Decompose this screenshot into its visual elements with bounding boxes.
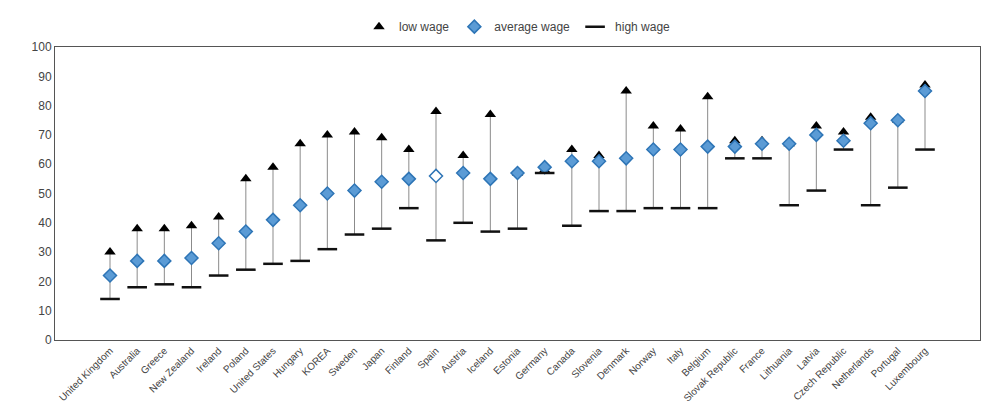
svg-text:0: 0 (45, 333, 52, 347)
svg-text:Denmark: Denmark (595, 344, 632, 381)
svg-text:New Zealand: New Zealand (147, 345, 196, 394)
svg-text:50: 50 (38, 187, 52, 201)
svg-text:Lithuania: Lithuania (758, 345, 795, 382)
svg-text:80: 80 (38, 99, 52, 113)
svg-text:20: 20 (38, 275, 52, 289)
svg-text:30: 30 (38, 245, 52, 259)
svg-text:Poland: Poland (221, 345, 251, 375)
svg-text:Luxembourg: Luxembourg (883, 345, 930, 392)
svg-text:90: 90 (38, 70, 52, 84)
svg-text:Italy: Italy (665, 345, 686, 366)
svg-text:Ireland: Ireland (194, 345, 223, 374)
svg-text:Belgium: Belgium (679, 345, 712, 378)
svg-text:100: 100 (32, 40, 52, 54)
svg-text:low wage: low wage (399, 20, 449, 34)
svg-text:United Kingdom: United Kingdom (57, 345, 115, 403)
svg-text:40: 40 (38, 216, 52, 230)
svg-text:Portugal: Portugal (869, 345, 903, 379)
svg-text:Czech Republic: Czech Republic (791, 345, 848, 402)
svg-text:Australia: Australia (107, 345, 143, 381)
svg-text:Canada: Canada (544, 345, 577, 378)
svg-text:high wage: high wage (615, 20, 670, 34)
svg-text:Iceland: Iceland (465, 345, 496, 376)
svg-text:Germany: Germany (513, 345, 550, 382)
svg-text:Finland: Finland (383, 345, 414, 376)
svg-text:Slovenia: Slovenia (569, 345, 604, 380)
svg-text:Spain: Spain (415, 345, 441, 371)
svg-text:10: 10 (38, 304, 52, 318)
svg-text:Austria: Austria (438, 345, 468, 375)
svg-text:60: 60 (38, 157, 52, 171)
svg-text:Norway: Norway (627, 345, 659, 377)
svg-text:Greece: Greece (138, 345, 169, 376)
svg-text:Hungary: Hungary (271, 345, 306, 380)
svg-text:70: 70 (38, 128, 52, 142)
svg-text:Estonia: Estonia (491, 345, 523, 377)
svg-text:France: France (737, 345, 767, 375)
svg-text:Sweden: Sweden (326, 345, 359, 378)
svg-text:KOREA: KOREA (300, 345, 333, 378)
svg-text:Latvia: Latvia (795, 345, 822, 372)
svg-text:Netherlands: Netherlands (830, 345, 876, 391)
svg-text:United States: United States (228, 345, 278, 395)
svg-text:Japan: Japan (360, 345, 387, 372)
svg-text:Slovak Republic: Slovak Republic (681, 345, 739, 403)
svg-text:average wage: average wage (494, 20, 570, 34)
